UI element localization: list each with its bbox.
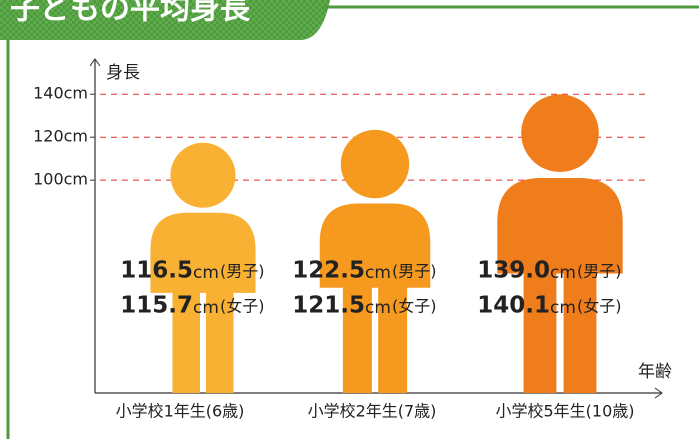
unit-label: cm	[193, 298, 219, 318]
value-label: 115.7	[120, 293, 193, 319]
legend-label: (男子)	[392, 262, 437, 281]
unit-label: cm	[550, 263, 576, 283]
unit-label: cm	[550, 298, 576, 318]
figure	[497, 94, 622, 393]
y-axis-label: 身長	[106, 63, 140, 83]
value-label: 122.5	[292, 258, 365, 284]
legend-label: (男子)	[220, 262, 265, 281]
x-axis-label: 年齢	[638, 362, 672, 382]
value-label: 116.5	[120, 258, 193, 284]
unit-label: cm	[193, 263, 219, 283]
y-tick-label: 120cm	[33, 127, 88, 146]
x-tick-label: 小学校1年生(6歳)	[116, 402, 245, 421]
legend-label: (女子)	[577, 297, 622, 316]
x-tick-label: 小学校5年生(10歳)	[495, 402, 634, 421]
legend-label: (女子)	[220, 297, 265, 316]
legend-label: (男子)	[577, 262, 622, 281]
unit-label: cm	[365, 263, 391, 283]
x-tick-label: 小学校2年生(7歳)	[308, 402, 437, 421]
chart: 子どもの平均身長 身長 年齢 100cm 120cm 140cm 小学校1年生(6歳)…	[0, 0, 699, 439]
chart-title: 子どもの平均身長	[10, 0, 251, 27]
y-tick-label: 100cm	[33, 170, 88, 189]
value-label: 139.0	[477, 258, 550, 284]
legend-label: (女子)	[392, 297, 437, 316]
unit-label: cm	[365, 298, 391, 318]
y-tick-label: 140cm	[33, 84, 88, 103]
value-label: 121.5	[292, 293, 365, 319]
value-label: 140.1	[477, 293, 550, 319]
